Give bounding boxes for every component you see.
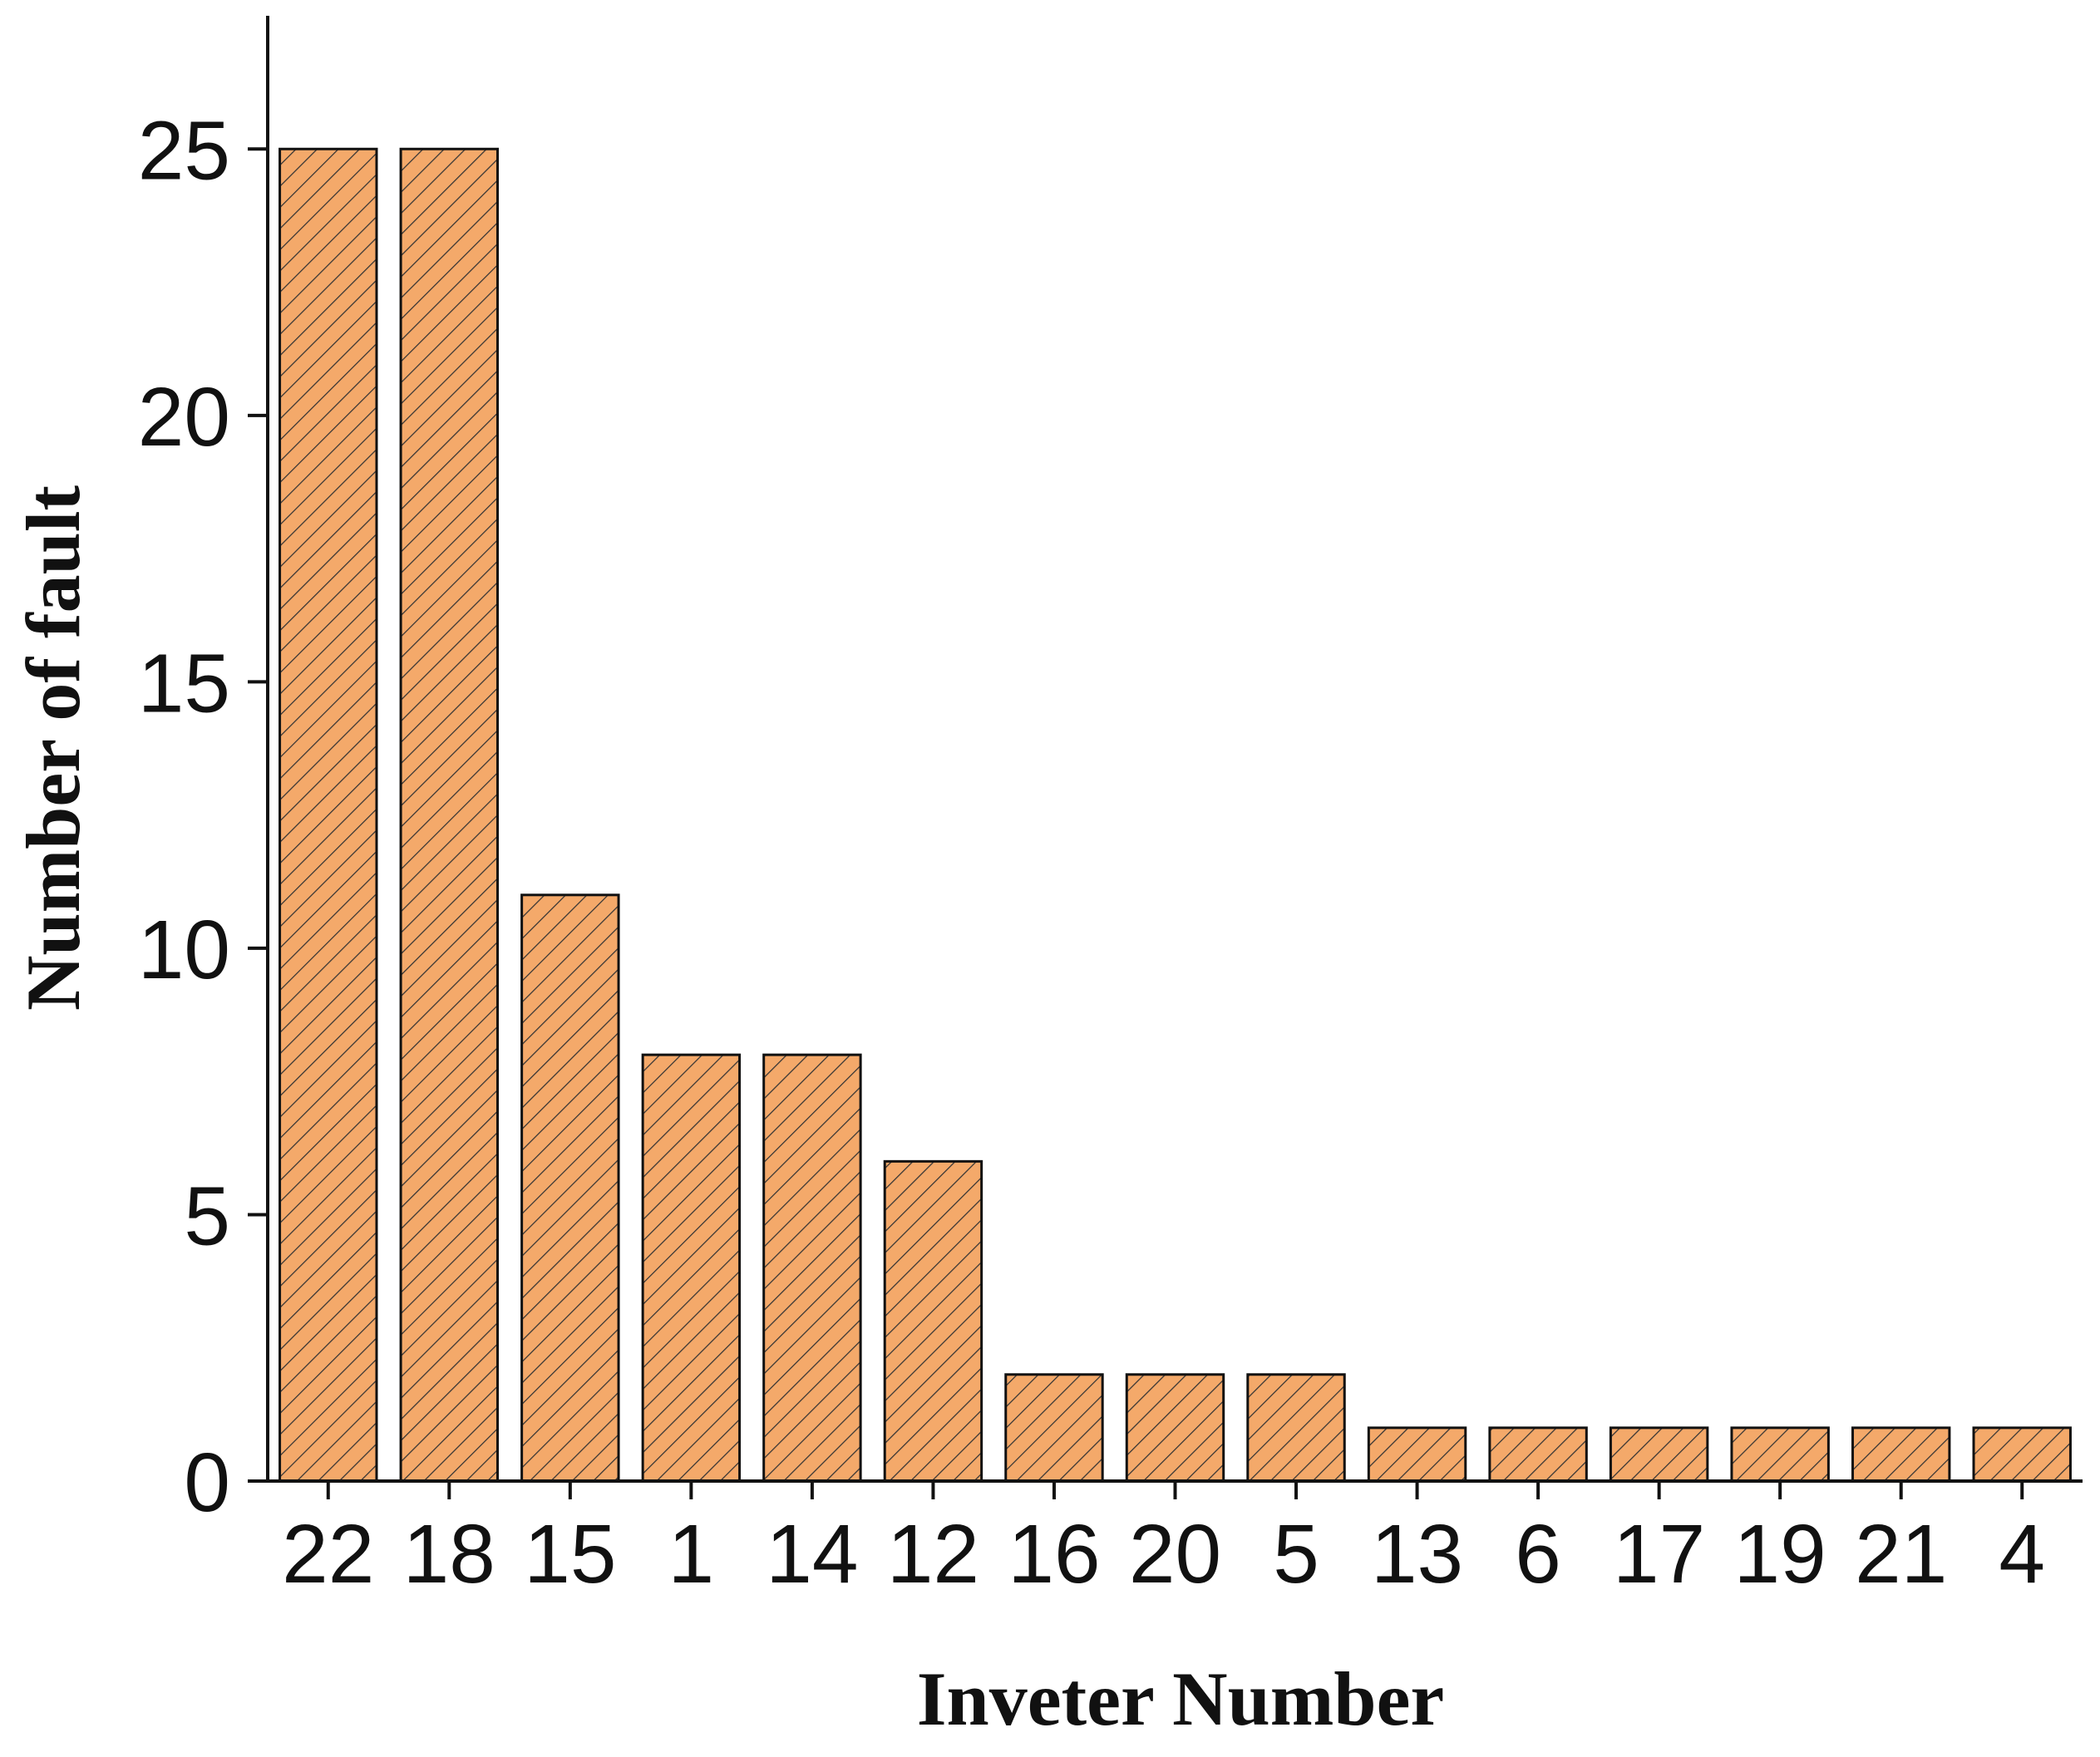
bar-hatch xyxy=(1488,1426,1588,1483)
bar-hatch xyxy=(279,147,378,1483)
y-tick-label: 5 xyxy=(184,1169,230,1262)
x-tick-label: 14 xyxy=(766,1508,858,1601)
bar-hatch xyxy=(1004,1373,1104,1483)
x-tick-label: 4 xyxy=(1999,1508,2045,1601)
bar-hatch xyxy=(1730,1426,1830,1483)
x-tick-label: 6 xyxy=(1515,1508,1561,1601)
y-tick-label: 10 xyxy=(138,903,230,997)
bar-hatch xyxy=(1367,1426,1467,1483)
x-tick-label: 22 xyxy=(282,1508,374,1601)
bar-hatch xyxy=(641,1053,742,1483)
x-tick-label: 5 xyxy=(1273,1508,1319,1601)
x-tick-label: 21 xyxy=(1855,1508,1947,1601)
x-tick-label: 12 xyxy=(887,1508,979,1601)
bar-hatch xyxy=(1609,1426,1709,1483)
x-tick-label: 20 xyxy=(1129,1508,1221,1601)
bar-hatch xyxy=(399,147,500,1483)
bar-hatch xyxy=(762,1053,862,1483)
x-tick-label: 19 xyxy=(1734,1508,1826,1601)
x-tick-label: 17 xyxy=(1613,1508,1705,1601)
bar-hatch xyxy=(1125,1373,1225,1483)
bar-hatch xyxy=(1851,1426,1951,1483)
x-tick-label: 15 xyxy=(524,1508,616,1601)
x-tick-label: 18 xyxy=(403,1508,495,1601)
x-tick-label: 13 xyxy=(1371,1508,1463,1601)
y-tick-label: 0 xyxy=(184,1436,230,1529)
y-tick-label: 25 xyxy=(138,104,230,197)
bar-hatch xyxy=(1246,1373,1346,1483)
bar-hatch xyxy=(1972,1426,2072,1483)
bar-hatch xyxy=(883,1159,983,1483)
y-tick-label: 20 xyxy=(138,371,230,464)
bar-hatch xyxy=(520,893,620,1483)
y-tick-label: 15 xyxy=(138,637,230,730)
y-axis-title: Number of fault xyxy=(11,485,96,1011)
x-tick-label: 1 xyxy=(668,1508,715,1601)
x-axis-title: Inveter Number xyxy=(917,1656,1445,1741)
x-tick-label: 16 xyxy=(1008,1508,1100,1601)
